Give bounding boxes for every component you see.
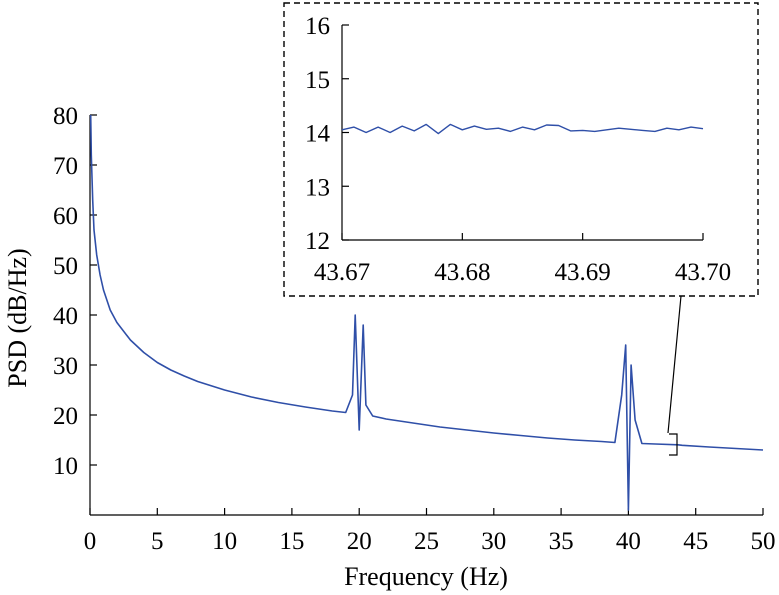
- main-y-tick-label: 80: [53, 103, 78, 130]
- main-x-ticks: 0 5 10 15 20 25 30 35 40 45 50: [84, 508, 776, 555]
- inset-y-tick-label: 15: [305, 67, 330, 94]
- inset-y-ticks: 12 13 14 15 16: [305, 13, 349, 255]
- zoom-indicator: [667, 295, 682, 456]
- inset-x-tick-label: 43.70: [675, 259, 731, 286]
- main-y-ticks: 10 20 30 40 50 60 70 80: [53, 103, 97, 480]
- inset-frame: [283, 2, 759, 297]
- main-x-tick-label: 30: [481, 528, 506, 555]
- main-x-tick-label: 25: [414, 528, 439, 555]
- main-x-tick-label: 35: [549, 528, 574, 555]
- main-x-tick-label: 50: [751, 528, 776, 555]
- inset-x-tick-label: 43.67: [314, 259, 370, 286]
- inset-x-ticks: 43.67 43.68 43.69 43.70: [314, 233, 731, 286]
- main-y-tick-label: 20: [53, 403, 78, 430]
- zoom-bracket: [669, 433, 678, 456]
- main-x-tick-label: 5: [151, 528, 164, 555]
- main-y-tick-label: 30: [53, 353, 78, 380]
- inset-y-tick-label: 12: [305, 228, 330, 255]
- inset-x-tick-label: 43.68: [434, 259, 490, 286]
- inset-y-tick-label: 16: [305, 13, 330, 40]
- inset-y-tick-label: 13: [305, 174, 330, 201]
- main-x-tick-label: 15: [279, 528, 304, 555]
- main-y-tick-label: 50: [53, 253, 78, 280]
- main-y-tick-label: 70: [53, 153, 78, 180]
- inset-series-line: [341, 123, 704, 135]
- inset-x-tick-label: 43.69: [555, 259, 611, 286]
- main-y-tick-label: 40: [53, 303, 78, 330]
- main-x-tick-label: 0: [84, 528, 97, 555]
- main-y-tick-label: 10: [53, 453, 78, 480]
- main-x-tick-label: 45: [683, 528, 708, 555]
- main-series-line: [89, 114, 764, 511]
- y-axis-label: PSD (dB/Hz): [3, 248, 32, 387]
- main-axes: 0 5 10 15 20 25 30 35 40 45 50 10 20 30 40 50 60 70 80 Fr…: [3, 103, 776, 591]
- main-x-tick-label: 40: [616, 528, 641, 555]
- main-y-tick-label: 60: [53, 203, 78, 230]
- main-x-tick-label: 20: [347, 528, 372, 555]
- inset-y-tick-label: 14: [305, 121, 331, 148]
- zoom-connector-line: [667, 295, 682, 434]
- inset-panel: 43.67 43.68 43.69 43.70 12 13 14 15 16: [283, 2, 759, 297]
- x-axis-label: Frequency (Hz): [344, 562, 508, 591]
- main-x-tick-label: 10: [212, 528, 237, 555]
